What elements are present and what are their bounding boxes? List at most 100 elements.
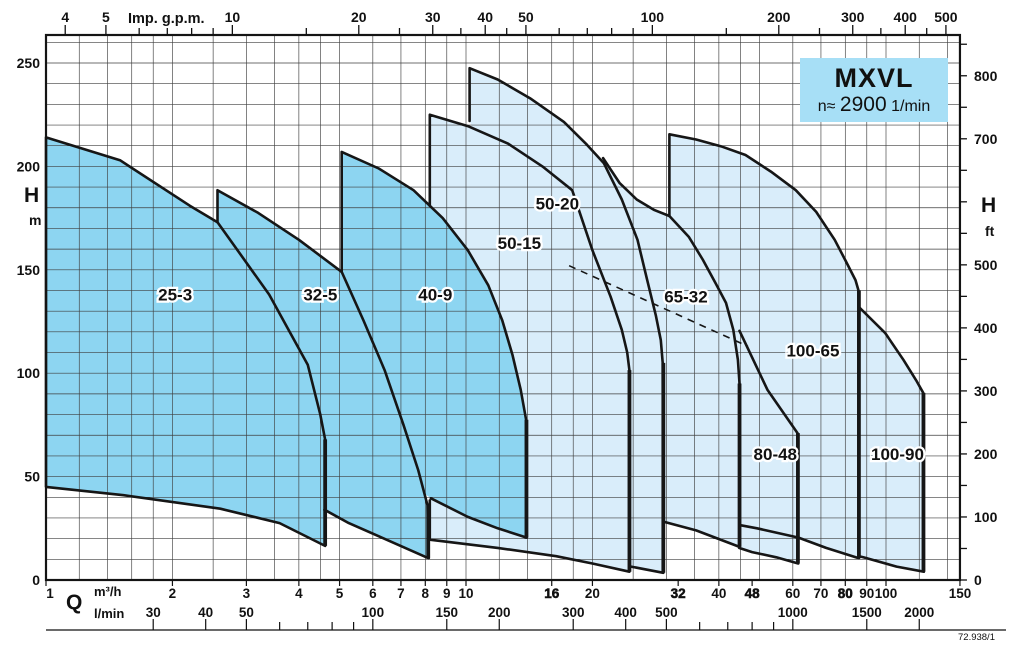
m3h-label-4: 4 bbox=[295, 586, 303, 601]
lmin-label-30: 30 bbox=[146, 605, 161, 620]
envelope-outline-32-5 bbox=[216, 188, 430, 560]
series-title-box: MXVL n≈ 2900 1/min bbox=[800, 58, 948, 122]
lmin-label-1000: 1000 bbox=[778, 605, 808, 620]
chart-border bbox=[44, 33, 962, 582]
speed-unit: 1/min bbox=[891, 97, 931, 115]
right-axis-label-200: 200 bbox=[974, 446, 998, 462]
envelope-fill-100-65 bbox=[669, 134, 859, 559]
m3h-label-2: 2 bbox=[169, 586, 177, 601]
right-axis-label-400: 400 bbox=[974, 320, 998, 336]
lmin-label-40: 40 bbox=[198, 605, 213, 620]
left-axis-label-0: 0 bbox=[32, 572, 40, 588]
drawing-number: 72.938/1 bbox=[958, 632, 995, 643]
flow-axis-letter: Q bbox=[66, 591, 83, 614]
envelope-outline-40-9 bbox=[340, 150, 528, 539]
right-axis-unit: ft bbox=[985, 223, 995, 239]
pump-label-32-5: 32-5 bbox=[303, 286, 337, 305]
dashed-reference-line bbox=[568, 264, 749, 348]
m3h-label-6: 6 bbox=[369, 586, 377, 601]
lmin-label-500: 500 bbox=[655, 605, 678, 620]
m3h-label-60: 60 bbox=[785, 586, 800, 601]
m3h-label-70: 70 bbox=[813, 586, 828, 601]
left-axis-label-100: 100 bbox=[17, 365, 41, 381]
pump-label-80-48: 80-48 bbox=[754, 445, 797, 464]
m3h-label-90: 90 bbox=[859, 586, 874, 601]
top-tick-label-300: 300 bbox=[841, 9, 865, 25]
top-tick-label-200: 200 bbox=[767, 9, 791, 25]
top-tick-label-400: 400 bbox=[894, 9, 918, 25]
lmin-label-400: 400 bbox=[614, 605, 637, 620]
pump-label-65-32: 65-32 bbox=[664, 288, 707, 307]
top-tick-label-5: 5 bbox=[102, 9, 110, 25]
pump-label-100-65: 100-65 bbox=[786, 341, 839, 360]
envelope-outline-100-65 bbox=[668, 133, 861, 560]
flow-lmin-unit: l/min bbox=[94, 606, 125, 621]
right-axis-label-800: 800 bbox=[974, 68, 998, 84]
top-axis-unit-label: Imp. g.p.m. bbox=[128, 11, 205, 27]
top-tick-label-500: 500 bbox=[934, 9, 958, 25]
envelope-fill-80-48 bbox=[739, 330, 799, 564]
pump-label-100-90: 100-90 bbox=[871, 445, 924, 464]
flow-m3h-unit: m³/h bbox=[94, 584, 122, 599]
speed-prefix: n≈ bbox=[817, 97, 836, 115]
m3h-label-8: 8 bbox=[422, 586, 430, 601]
series-speed: n≈ 2900 1/min bbox=[818, 93, 930, 116]
envelope-fill-32-5 bbox=[217, 190, 429, 559]
m3h-label-32: 32 bbox=[671, 586, 686, 601]
m3h-label-3: 3 bbox=[243, 586, 251, 601]
speed-value: 2900 bbox=[839, 92, 887, 116]
m3h-label-10: 10 bbox=[458, 586, 473, 601]
left-axis-label-50: 50 bbox=[24, 469, 40, 485]
top-tick-label-20: 20 bbox=[351, 9, 367, 25]
right-axis-letter: H bbox=[981, 194, 997, 217]
right-axis-label-100: 100 bbox=[974, 509, 998, 525]
top-tick-label-30: 30 bbox=[425, 9, 441, 25]
right-axis-label-0: 0 bbox=[974, 572, 982, 588]
lmin-label-200: 200 bbox=[488, 605, 511, 620]
right-axis-label-300: 300 bbox=[974, 383, 998, 399]
left-axis-label-250: 250 bbox=[17, 55, 41, 71]
lmin-label-150: 150 bbox=[436, 605, 459, 620]
pump-label-50-20: 50-20 bbox=[536, 195, 579, 214]
m3h-label-48: 48 bbox=[745, 586, 761, 601]
envelope-fill-100-90 bbox=[858, 307, 924, 572]
envelope-fill-40-9 bbox=[341, 151, 527, 538]
m3h-label-9: 9 bbox=[443, 586, 451, 601]
envelope-outline-50-20 bbox=[468, 66, 665, 575]
envelope-outline-25-3 bbox=[44, 136, 327, 548]
m3h-label-100: 100 bbox=[875, 586, 898, 601]
top-tick-label-50: 50 bbox=[518, 9, 534, 25]
envelope-fill-25-3 bbox=[46, 137, 326, 546]
lmin-label-100: 100 bbox=[362, 605, 385, 620]
m3h-label-5: 5 bbox=[336, 586, 344, 601]
top-tick-label-10: 10 bbox=[225, 9, 241, 25]
pump-label-40-9: 40-9 bbox=[418, 286, 452, 305]
left-axis-unit: m bbox=[29, 212, 42, 228]
m3h-label-7: 7 bbox=[397, 586, 405, 601]
series-title: MXVL bbox=[834, 63, 914, 94]
left-axis-label-200: 200 bbox=[17, 158, 41, 174]
top-tick-label-4: 4 bbox=[61, 9, 69, 25]
left-axis-letter: H bbox=[24, 184, 40, 207]
pump-label-50-15: 50-15 bbox=[498, 234, 541, 253]
lmin-label-2000: 2000 bbox=[904, 605, 934, 620]
pump-label-25-3: 25-3 bbox=[158, 286, 192, 305]
envelope-outline-100-90 bbox=[857, 305, 926, 573]
m3h-label-80: 80 bbox=[838, 586, 853, 601]
m3h-label-16: 16 bbox=[544, 586, 560, 601]
m3h-label-150: 150 bbox=[949, 586, 972, 601]
envelope-outline-50-15 bbox=[428, 113, 631, 573]
m3h-label-20: 20 bbox=[585, 586, 600, 601]
m3h-label-40: 40 bbox=[711, 586, 726, 601]
right-axis-label-500: 500 bbox=[974, 257, 998, 273]
top-tick-label-40: 40 bbox=[477, 9, 493, 25]
envelope-outline-80-48 bbox=[737, 329, 800, 565]
lmin-label-300: 300 bbox=[562, 605, 585, 620]
m3h-label-1: 1 bbox=[46, 586, 54, 601]
lmin-label-1500: 1500 bbox=[852, 605, 882, 620]
right-axis-label-700: 700 bbox=[974, 131, 998, 147]
top-tick-label-100: 100 bbox=[641, 9, 665, 25]
lmin-label-50: 50 bbox=[239, 605, 254, 620]
